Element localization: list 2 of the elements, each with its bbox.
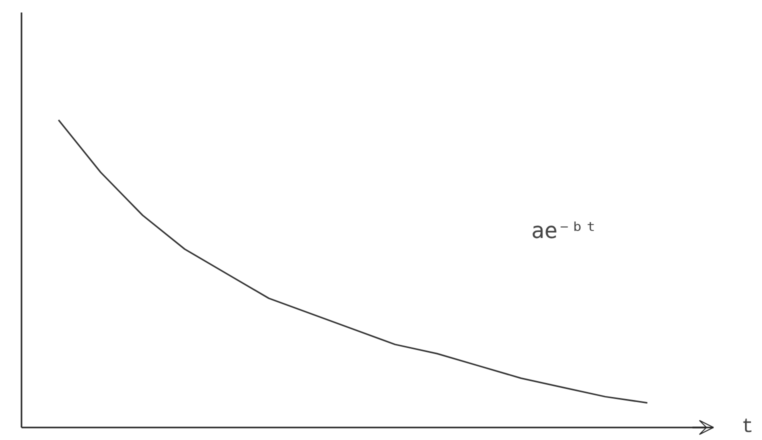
annotation: ae⁻ᵇᵗ [531, 219, 598, 244]
x-axis-title: t [741, 416, 754, 439]
